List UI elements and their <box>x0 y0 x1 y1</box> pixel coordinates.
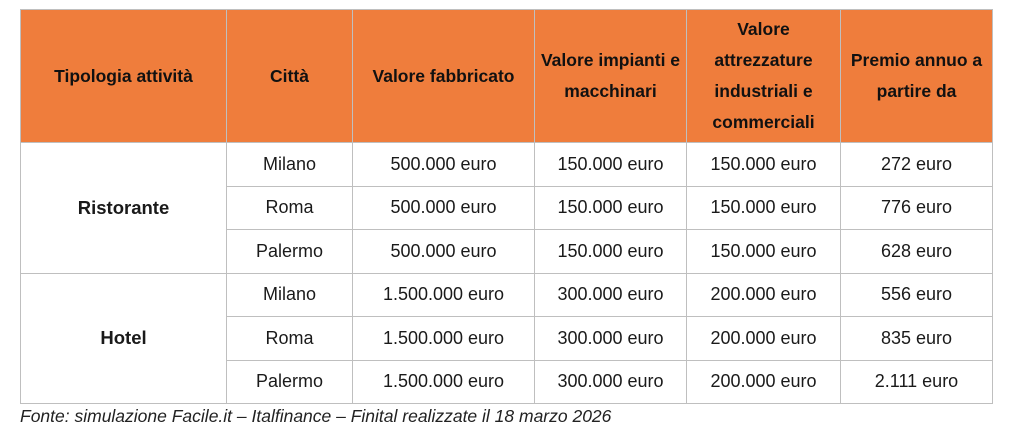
fabbricato-cell: 1.500.000 euro <box>352 316 535 361</box>
header-valore-impianti: Valore impianti e macchinari <box>534 9 687 143</box>
impianti-cell: 150.000 euro <box>534 142 687 187</box>
premium-table: Tipologia attività Città Valore fabbrica… <box>20 9 993 404</box>
fabbricato-cell: 500.000 euro <box>352 229 535 274</box>
attrezzature-cell: 200.000 euro <box>686 359 841 404</box>
citta-cell: Milano <box>226 272 353 317</box>
fabbricato-cell: 1.500.000 euro <box>352 272 535 317</box>
tipologia-cell: Hotel <box>20 272 227 404</box>
impianti-cell: 300.000 euro <box>534 359 687 404</box>
header-row: Tipologia attività Città Valore fabbrica… <box>20 9 993 143</box>
citta-cell: Roma <box>226 185 353 230</box>
premio-cell: 776 euro <box>840 185 993 230</box>
table-row: Roma 500.000 euro 150.000 euro 150.000 e… <box>21 185 993 230</box>
premio-cell: 272 euro <box>840 142 993 187</box>
header-tipologia: Tipologia attività <box>20 9 227 143</box>
impianti-cell: 300.000 euro <box>534 272 687 317</box>
attrezzature-cell: 150.000 euro <box>686 229 841 274</box>
attrezzature-cell: 200.000 euro <box>686 316 841 361</box>
attrezzature-cell: 150.000 euro <box>686 142 841 187</box>
table-row: Roma 1.500.000 euro 300.000 euro 200.000… <box>21 316 993 361</box>
source-caption: Fonte: simulazione Facile.it – Italfinan… <box>20 406 612 426</box>
header-premio-annuo: Premio annuo a partire da <box>840 9 993 143</box>
impianti-cell: 150.000 euro <box>534 185 687 230</box>
impianti-cell: 300.000 euro <box>534 316 687 361</box>
header-valore-fabbricato: Valore fabbricato <box>352 9 535 143</box>
citta-cell: Milano <box>226 142 353 187</box>
attrezzature-cell: 150.000 euro <box>686 185 841 230</box>
attrezzature-cell: 200.000 euro <box>686 272 841 317</box>
premio-cell: 556 euro <box>840 272 993 317</box>
citta-cell: Roma <box>226 316 353 361</box>
table-row: Palermo 500.000 euro 150.000 euro 150.00… <box>21 229 993 274</box>
header-valore-attrezzature: Valore attrezzature industriali e commer… <box>686 9 841 143</box>
premio-cell: 2.111 euro <box>840 359 993 404</box>
table-row: Hotel Milano 1.500.000 euro 300.000 euro… <box>20 272 993 404</box>
fabbricato-cell: 500.000 euro <box>352 142 535 187</box>
header-citta: Città <box>226 9 353 143</box>
impianti-cell: 150.000 euro <box>534 229 687 274</box>
citta-cell: Palermo <box>226 229 353 274</box>
tipologia-cell: Ristorante <box>20 142 227 274</box>
fabbricato-cell: 1.500.000 euro <box>352 359 535 404</box>
fabbricato-cell: 500.000 euro <box>352 185 535 230</box>
table-row: Ristorante Milano 500.000 euro 150.000 e… <box>20 142 993 274</box>
citta-cell: Palermo <box>226 359 353 404</box>
premio-cell: 835 euro <box>840 316 993 361</box>
table-row: Palermo 1.500.000 euro 300.000 euro 200.… <box>21 359 993 404</box>
premio-cell: 628 euro <box>840 229 993 274</box>
